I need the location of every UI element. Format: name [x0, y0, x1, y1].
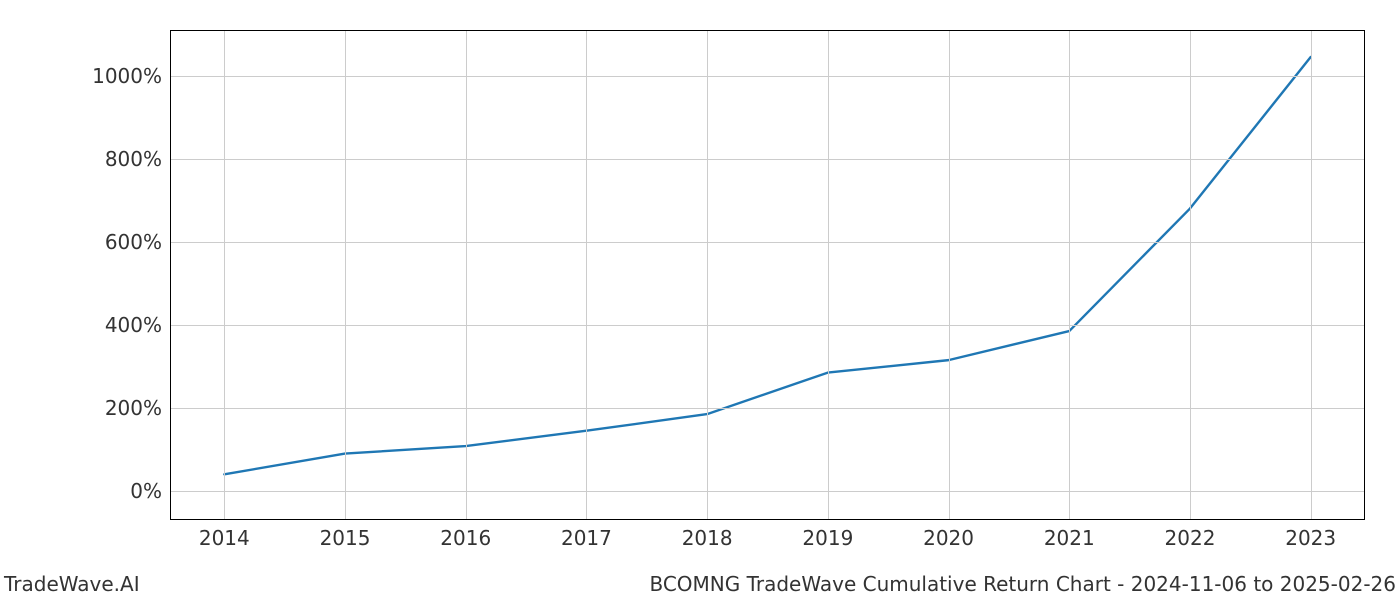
x-tick-label: 2020 [923, 526, 974, 550]
y-gridline [170, 325, 1365, 326]
y-gridline [170, 76, 1365, 77]
x-tick-label: 2015 [320, 526, 371, 550]
y-tick-label: 400% [105, 313, 162, 337]
y-gridline [170, 159, 1365, 160]
line-layer [170, 30, 1365, 520]
chart-container: { "chart": { "type": "line", "plot_box":… [0, 0, 1400, 600]
data-line [224, 57, 1310, 474]
y-tick-label: 0% [130, 479, 162, 503]
x-tick-label: 2019 [802, 526, 853, 550]
y-gridline [170, 408, 1365, 409]
x-tick-label: 2022 [1165, 526, 1216, 550]
x-tick-label: 2017 [561, 526, 612, 550]
x-tick-label: 2021 [1044, 526, 1095, 550]
x-gridline [707, 30, 708, 520]
axis-spine [170, 30, 171, 520]
axis-spine [1364, 30, 1365, 520]
x-gridline [586, 30, 587, 520]
x-gridline [466, 30, 467, 520]
footer-left-label: TradeWave.AI [4, 572, 140, 596]
x-gridline [1190, 30, 1191, 520]
x-gridline [828, 30, 829, 520]
x-tick-label: 2018 [682, 526, 733, 550]
x-tick-label: 2014 [199, 526, 250, 550]
y-tick-label: 200% [105, 396, 162, 420]
y-gridline [170, 242, 1365, 243]
y-tick-label: 800% [105, 147, 162, 171]
axis-spine [170, 519, 1365, 520]
footer-right-label: BCOMNG TradeWave Cumulative Return Chart… [649, 572, 1396, 596]
plot-area: 2014201520162017201820192020202120222023… [170, 30, 1365, 520]
x-gridline [1069, 30, 1070, 520]
y-gridline [170, 491, 1365, 492]
x-gridline [224, 30, 225, 520]
y-tick-label: 1000% [92, 64, 162, 88]
x-gridline [345, 30, 346, 520]
x-tick-label: 2023 [1285, 526, 1336, 550]
x-gridline [1311, 30, 1312, 520]
axis-spine [170, 30, 1365, 31]
x-tick-label: 2016 [440, 526, 491, 550]
x-gridline [949, 30, 950, 520]
y-tick-label: 600% [105, 230, 162, 254]
